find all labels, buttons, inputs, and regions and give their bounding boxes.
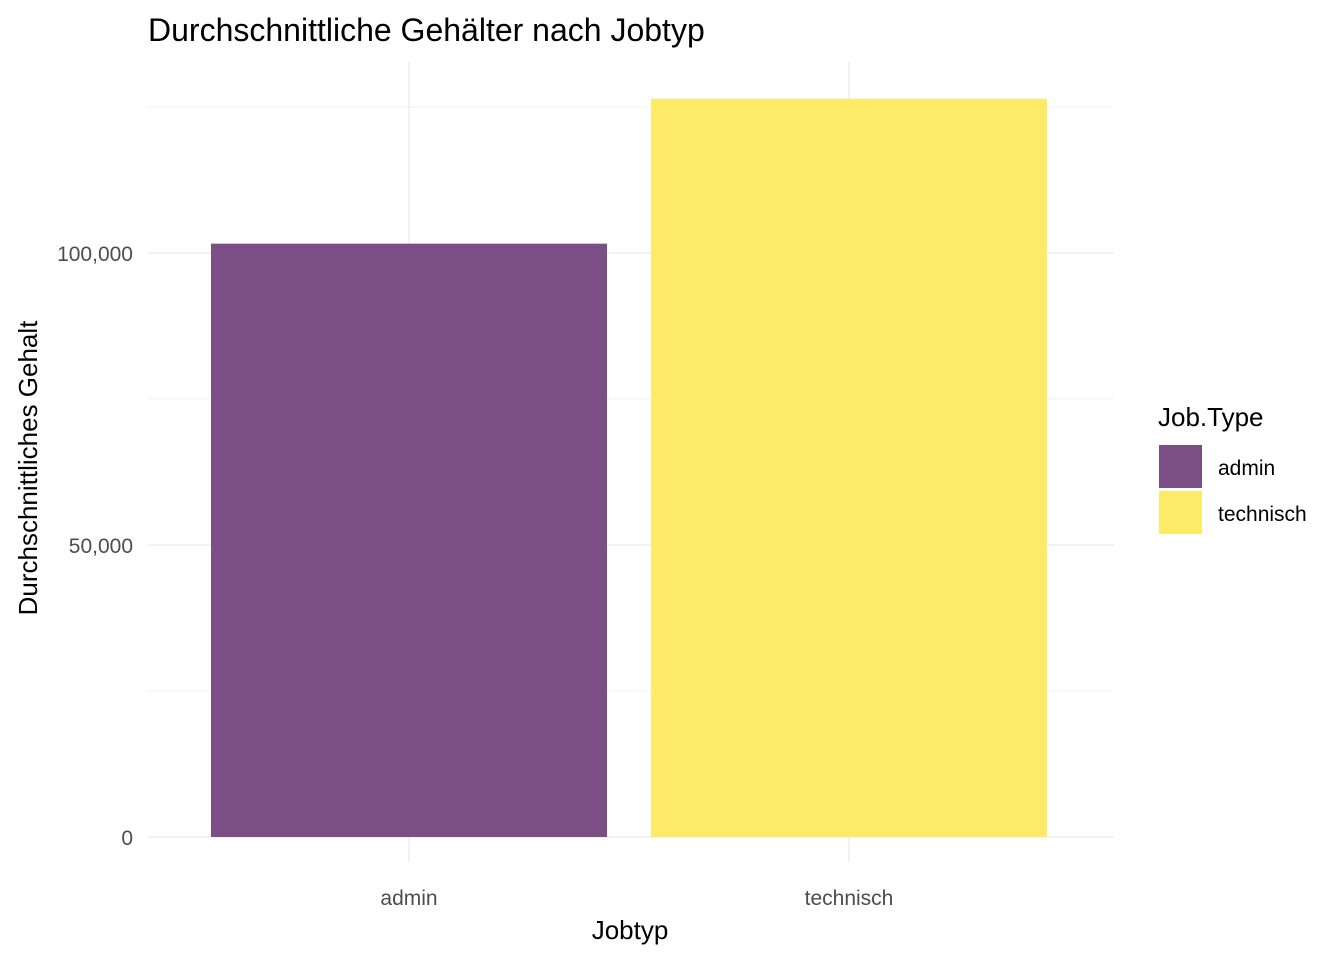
y-tick-label: 50,000	[69, 535, 133, 558]
x-axis-ticks: admin technisch	[380, 887, 893, 910]
bars	[211, 98, 1047, 838]
x-axis-title: Jobtyp	[592, 915, 669, 945]
y-tick-label: 100,000	[57, 243, 133, 266]
bar-technisch	[651, 98, 1047, 838]
legend-label: admin	[1218, 457, 1275, 480]
legend-swatch	[1159, 491, 1202, 534]
x-tick-label: admin	[380, 887, 437, 910]
legend-label: technisch	[1218, 503, 1307, 526]
legend-swatch	[1159, 445, 1202, 488]
bar-admin	[211, 243, 607, 837]
legend-items: admin technisch	[1159, 445, 1307, 534]
chart-title: Durchschnittliche Gehälter nach Jobtyp	[148, 12, 705, 48]
y-axis-ticks: 0 50,000 100,000	[57, 243, 133, 850]
y-tick-label: 0	[121, 827, 133, 850]
x-tick-label: technisch	[805, 887, 894, 910]
legend-title: Job.Type	[1158, 402, 1264, 432]
y-axis-title: Durchschnittliches Gehalt	[13, 320, 43, 616]
legend: Job.Type admin technisch	[1158, 402, 1307, 534]
